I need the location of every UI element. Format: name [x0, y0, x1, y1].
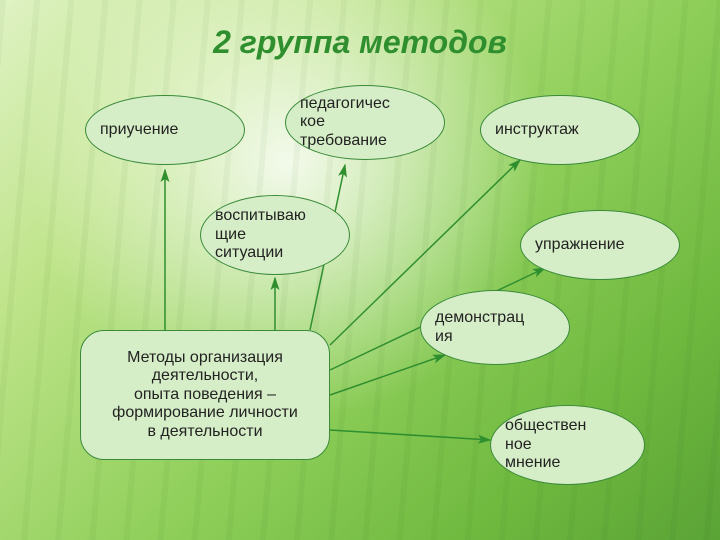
node-obshmnenie: общественноемнение [490, 405, 645, 485]
node-label: приучение [100, 121, 178, 139]
node-instruktazh: инструктаж [480, 95, 640, 165]
node-label: педагогическоетребование [300, 95, 390, 150]
node-label: упражнение [535, 236, 625, 254]
slide-stage: 2 группа методов Методы организациядеяте… [0, 0, 720, 540]
node-label: воспитывающиеситуации [215, 207, 306, 262]
node-label: общественноемнение [505, 417, 586, 472]
node-label: демонстрация [435, 309, 524, 346]
node-uprazhnenie: упражнение [520, 210, 680, 280]
node-pedtreb: педагогическоетребование [285, 85, 445, 160]
node-demo: демонстрация [420, 290, 570, 365]
center-box-label: Методы организациядеятельности,опыта пов… [112, 349, 298, 441]
node-priuchenie: приучение [85, 95, 245, 165]
node-label: инструктаж [495, 121, 579, 139]
center-box: Методы организациядеятельности,опыта пов… [80, 330, 330, 460]
slide-title: 2 группа методов [0, 24, 720, 61]
node-vospit: воспитывающиеситуации [200, 195, 350, 275]
